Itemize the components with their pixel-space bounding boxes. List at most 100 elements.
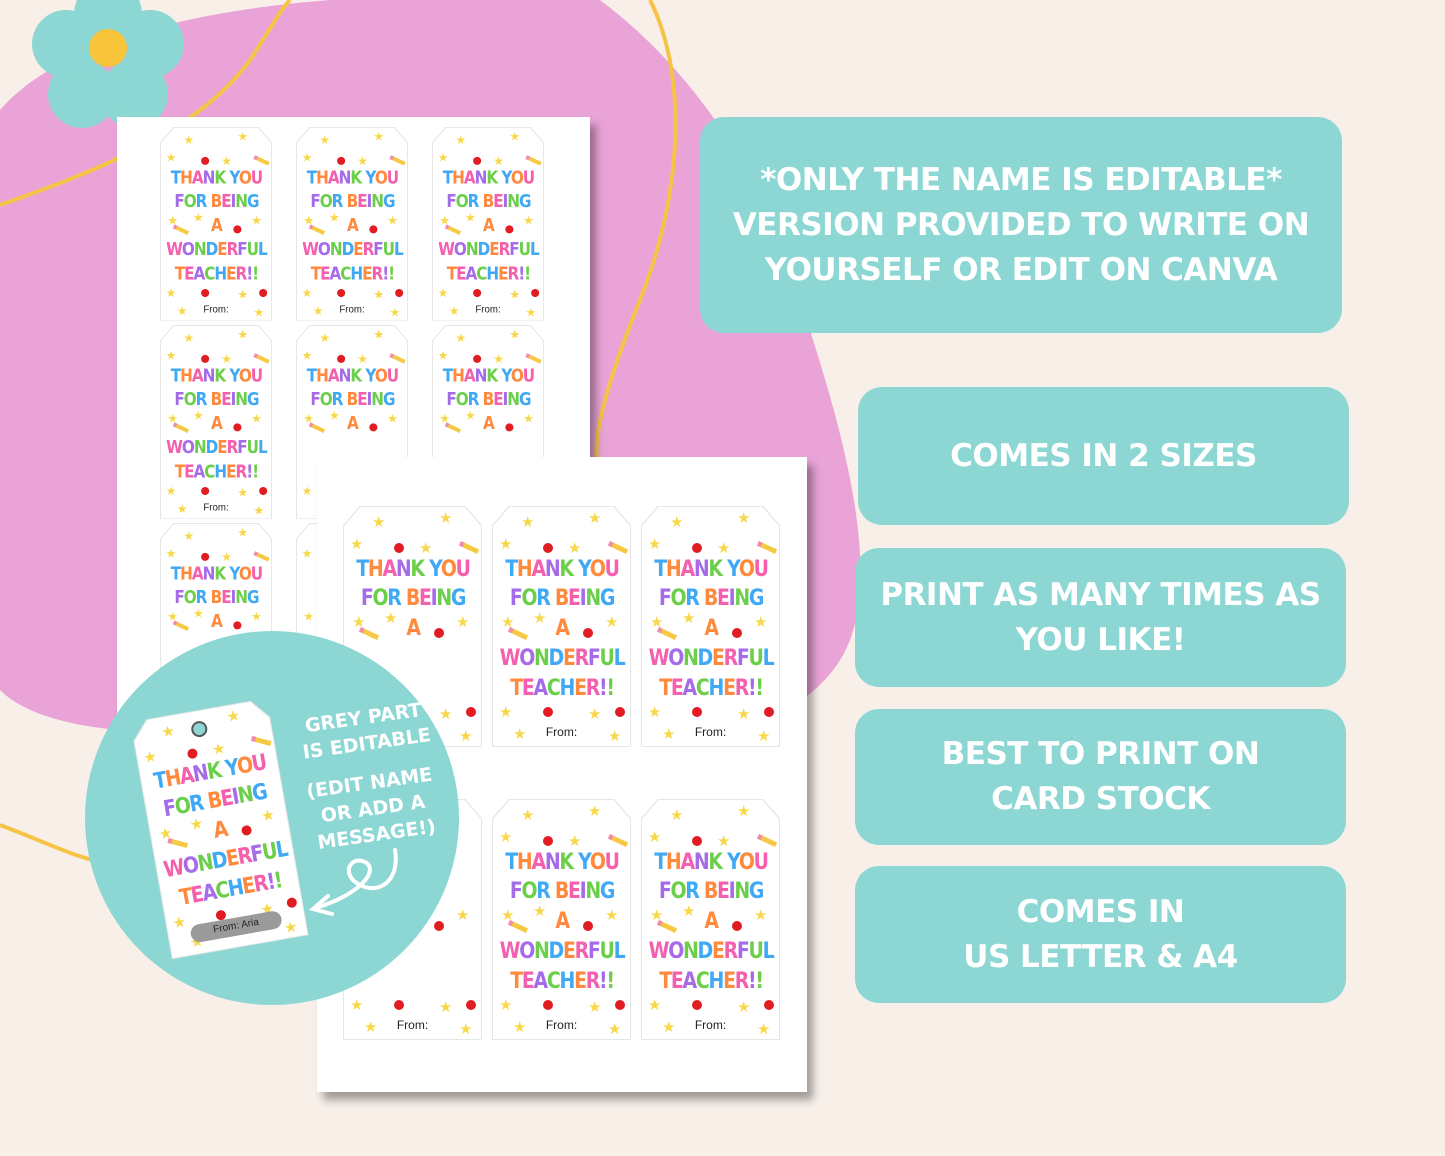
star-icon: ★ bbox=[509, 328, 521, 342]
star-icon: ★ bbox=[588, 706, 602, 723]
feature-box: COMES IN US LETTER & A4 bbox=[855, 866, 1346, 1003]
star-icon: ★ bbox=[648, 829, 662, 846]
tag-from-label: From: bbox=[203, 501, 229, 513]
star-icon: ★ bbox=[389, 305, 401, 320]
pencil-icon bbox=[756, 834, 778, 847]
back-sheet-tag: ★ ★ ★ ★ ★ ★ ★ ★ ★ ★ ★ THANK YOU FOR BEING A WONDERFUL T… bbox=[432, 127, 545, 322]
tag-text-line: FOR BEING bbox=[658, 879, 764, 904]
tag-text-line: THANK YOU bbox=[442, 366, 534, 387]
star-icon: ★ bbox=[350, 997, 364, 1014]
star-icon: ★ bbox=[237, 526, 249, 540]
star-icon: ★ bbox=[437, 349, 449, 363]
star-icon: ★ bbox=[225, 706, 242, 727]
feature-box: PRINT AS MANY TIMES AS YOU LIKE! bbox=[855, 548, 1346, 687]
apple-icon bbox=[543, 707, 553, 717]
star-icon: ★ bbox=[509, 130, 521, 144]
flower-icon bbox=[32, 0, 184, 128]
star-icon: ★ bbox=[319, 133, 331, 148]
tag-text-line: FOR BEING bbox=[173, 587, 259, 608]
apple-icon bbox=[543, 1000, 553, 1010]
tag-text-line: WONDERFUL bbox=[437, 239, 540, 260]
tag-text-line: WONDERFUL bbox=[648, 646, 774, 671]
tag-text-line: TEACHER!! bbox=[446, 264, 530, 285]
star-icon: ★ bbox=[717, 833, 731, 850]
apple-icon bbox=[732, 628, 742, 638]
feature-text-line: VERSION PROVIDED TO WRITE ON bbox=[732, 206, 1310, 243]
star-icon: ★ bbox=[455, 331, 467, 346]
apple-icon bbox=[692, 707, 702, 717]
tag-text-line: THANK YOU bbox=[504, 557, 620, 582]
star-icon: ★ bbox=[501, 614, 515, 631]
star-icon: ★ bbox=[165, 547, 177, 561]
pencil-icon bbox=[167, 838, 188, 848]
star-icon: ★ bbox=[648, 997, 662, 1014]
feature-box: COMES IN 2 SIZES bbox=[858, 387, 1349, 525]
tag-text-line: FOR BEING bbox=[509, 879, 615, 904]
tag-from-label: From: bbox=[475, 303, 501, 315]
star-icon: ★ bbox=[357, 352, 369, 367]
apple-icon bbox=[286, 897, 298, 909]
star-icon: ★ bbox=[301, 349, 313, 363]
apple-icon bbox=[505, 423, 514, 432]
feature-text-line: COMES IN 2 SIZES bbox=[950, 437, 1257, 474]
pencil-icon bbox=[389, 155, 406, 166]
star-icon: ★ bbox=[439, 510, 453, 527]
star-icon: ★ bbox=[670, 514, 684, 531]
apple-icon bbox=[201, 354, 210, 363]
pencil-icon bbox=[389, 353, 406, 364]
tag-face: ★ ★ ★ ★ ★ ★ ★ ★ ★ ★ ★ THANK YOU FOR BEING A WONDERFUL T… bbox=[642, 507, 779, 746]
feature-box: *ONLY THE NAME IS EDITABLE* VERSION PROVI… bbox=[700, 117, 1342, 333]
tag-face: ★ ★ ★ ★ ★ ★ ★ ★ ★ ★ ★ THANK YOU FOR BEING A WONDERFUL T… bbox=[296, 127, 408, 321]
apple-icon bbox=[233, 225, 242, 234]
star-icon: ★ bbox=[608, 728, 622, 745]
feature-text-line: PRINT AS MANY TIMES AS bbox=[880, 576, 1321, 613]
star-icon: ★ bbox=[221, 550, 233, 565]
apple-icon bbox=[615, 1000, 625, 1010]
front-sheet-tag: ★ ★ ★ ★ ★ ★ ★ ★ ★ ★ ★ THANK YOU FOR BEING A WONDERFUL T… bbox=[492, 506, 631, 747]
tag-text-line: WONDERFUL bbox=[165, 239, 268, 260]
pencil-icon bbox=[525, 353, 542, 364]
star-icon: ★ bbox=[364, 1019, 378, 1036]
star-icon: ★ bbox=[165, 151, 177, 165]
tag-text-line: TEACHER!! bbox=[509, 969, 615, 994]
tag-text-line: A bbox=[210, 413, 223, 434]
star-icon: ★ bbox=[737, 803, 751, 820]
star-icon: ★ bbox=[521, 514, 535, 531]
star-icon: ★ bbox=[387, 412, 398, 426]
star-icon: ★ bbox=[329, 210, 340, 225]
tag-text-line: WONDERFUL bbox=[301, 239, 404, 260]
apple-icon bbox=[583, 628, 593, 638]
star-icon: ★ bbox=[439, 706, 453, 723]
tag-text-line: FOR BEING bbox=[173, 389, 259, 410]
star-icon: ★ bbox=[588, 803, 602, 820]
feature-text-line: COMES IN bbox=[1016, 893, 1185, 930]
curly-arrow-icon bbox=[308, 848, 398, 916]
tag-text-line: WONDERFUL bbox=[499, 646, 625, 671]
feature-text-line: YOU LIKE! bbox=[1015, 621, 1186, 658]
tag-from-label: From: bbox=[694, 725, 727, 739]
star-icon: ★ bbox=[253, 305, 265, 320]
star-icon: ★ bbox=[717, 540, 731, 557]
apple-icon bbox=[466, 707, 476, 717]
star-icon: ★ bbox=[737, 706, 751, 723]
star-icon: ★ bbox=[253, 503, 265, 518]
pencil-icon bbox=[507, 627, 529, 640]
star-icon: ★ bbox=[165, 286, 177, 301]
star-icon: ★ bbox=[312, 304, 324, 319]
tag-from-label: From: bbox=[694, 1018, 727, 1032]
star-icon: ★ bbox=[142, 747, 159, 768]
star-icon: ★ bbox=[459, 1021, 473, 1038]
tag-text-line: A bbox=[210, 817, 229, 845]
pencil-icon bbox=[607, 834, 629, 847]
tag-from-label: From: bbox=[545, 725, 578, 739]
star-icon: ★ bbox=[499, 997, 513, 1014]
apple-icon bbox=[394, 1000, 404, 1010]
star-icon: ★ bbox=[499, 704, 513, 721]
apple-icon bbox=[473, 354, 482, 363]
tag-from-label: From: bbox=[339, 303, 365, 315]
star-icon: ★ bbox=[533, 610, 547, 627]
tag-text-line: A bbox=[210, 215, 223, 236]
star-icon: ★ bbox=[456, 614, 470, 631]
editable-name-field[interactable]: From: Aria bbox=[189, 910, 283, 944]
tag-face: ★ ★ ★ ★ ★ ★ ★ ★ ★ ★ ★ THANK YOU FOR BEING A WONDERFUL T… bbox=[493, 800, 630, 1039]
